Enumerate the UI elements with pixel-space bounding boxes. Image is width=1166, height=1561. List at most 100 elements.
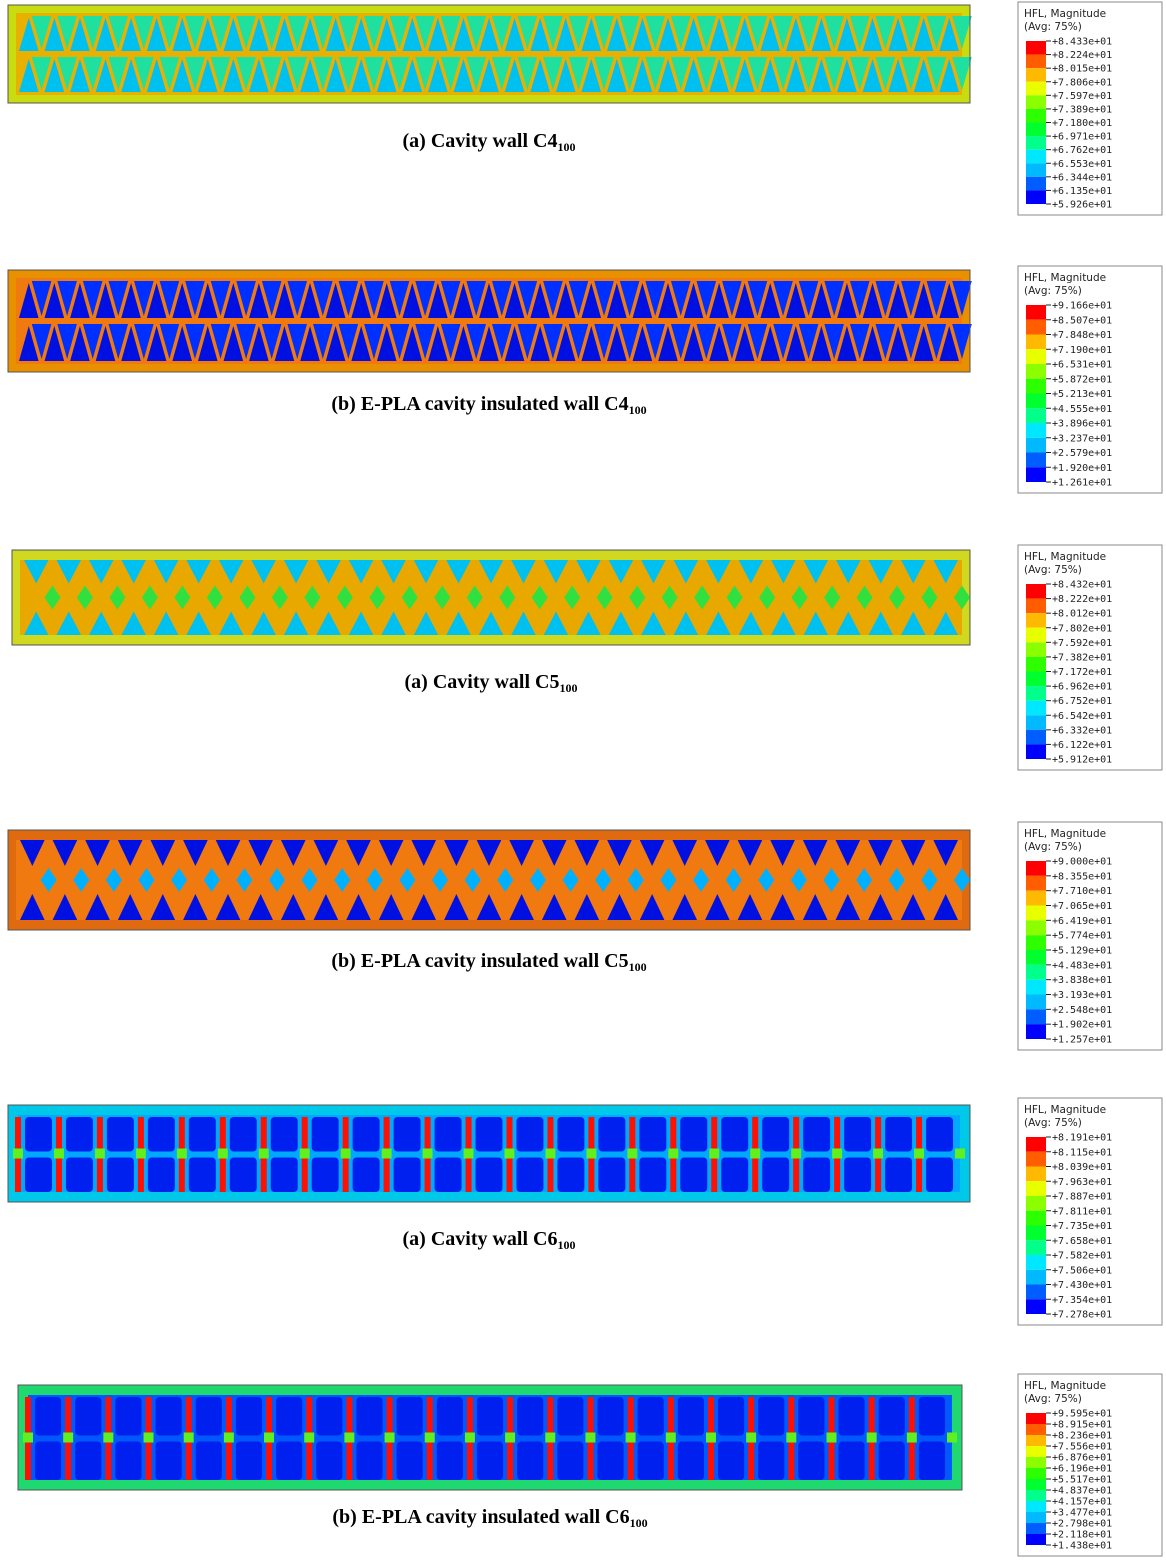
cell — [581, 283, 602, 318]
legend-band — [1026, 994, 1046, 1010]
cell — [543, 16, 563, 49]
legend-label: +1.438e+01 — [1052, 1541, 1112, 1552]
cell — [954, 868, 970, 892]
legend: HFL, Magnitude(Avg: 75%) +8.432e+01 +8.222… — [1017, 544, 1163, 771]
legend-band — [1026, 467, 1046, 482]
cell — [108, 281, 129, 316]
cell — [504, 18, 525, 51]
cell — [705, 894, 730, 920]
legend-label: +7.065e+01 — [1052, 901, 1112, 912]
cell — [428, 18, 448, 51]
cell — [146, 283, 167, 318]
cell — [215, 840, 241, 866]
caption-text: (b) E-PLA cavity insulated wall C6 — [332, 1506, 629, 1528]
web — [667, 1441, 674, 1480]
cell — [153, 560, 179, 584]
cell — [210, 324, 231, 359]
cell — [117, 894, 143, 920]
cell — [619, 281, 640, 316]
legend-label: +8.355e+01 — [1052, 871, 1112, 882]
cell — [215, 894, 241, 920]
legend-band — [1026, 979, 1046, 995]
cell — [105, 868, 122, 892]
cell — [734, 326, 755, 361]
cell — [683, 326, 704, 361]
cell — [595, 868, 612, 892]
cell — [639, 1117, 667, 1152]
web — [426, 1441, 433, 1480]
cell — [856, 585, 873, 610]
cell — [888, 868, 905, 892]
cell — [885, 1157, 913, 1192]
cell — [722, 324, 742, 359]
web — [670, 1117, 677, 1152]
cell — [619, 57, 640, 90]
cell — [492, 324, 512, 359]
cell — [434, 1157, 462, 1192]
cell — [336, 585, 353, 610]
web — [219, 1117, 226, 1152]
node — [955, 1148, 965, 1159]
legend-band — [1026, 1225, 1046, 1241]
web — [342, 1157, 349, 1192]
legend-subtitle: (Avg: 75%) — [1024, 21, 1082, 33]
cell — [351, 18, 371, 51]
cell — [415, 324, 435, 359]
legend-band — [1026, 1413, 1046, 1424]
cell — [153, 611, 179, 635]
legend-band — [1026, 1523, 1046, 1534]
legend-band — [1026, 54, 1046, 69]
cell — [106, 1157, 134, 1192]
web — [547, 1117, 554, 1152]
web — [875, 1157, 882, 1192]
legend-label: +8.236e+01 — [1052, 1431, 1112, 1442]
legend-band — [1026, 378, 1046, 394]
legend-band — [1026, 1196, 1046, 1211]
cell — [773, 281, 793, 316]
legend-band — [1026, 95, 1046, 109]
cell — [639, 894, 665, 920]
legend-label: +7.811e+01 — [1052, 1206, 1112, 1217]
cell — [274, 59, 295, 92]
node — [258, 1148, 269, 1159]
cell — [926, 1157, 953, 1192]
cell — [888, 283, 908, 318]
web — [225, 1441, 232, 1480]
cell — [381, 560, 406, 584]
legend-band — [1026, 408, 1046, 423]
legend-band — [1026, 1166, 1046, 1182]
cell — [274, 18, 295, 51]
cell — [280, 840, 306, 866]
web — [868, 1397, 875, 1436]
legend-band — [1026, 875, 1046, 891]
web — [506, 1117, 513, 1152]
legend-label: +7.848e+01 — [1052, 330, 1112, 341]
legend-band — [1026, 190, 1046, 204]
cell — [543, 324, 563, 359]
cell — [249, 59, 269, 92]
node — [746, 1432, 757, 1443]
cell — [24, 560, 49, 584]
cell — [52, 840, 78, 866]
cell — [287, 57, 308, 90]
cell — [85, 840, 110, 866]
cell — [791, 585, 808, 610]
node — [381, 1148, 392, 1159]
node — [906, 1432, 917, 1443]
cell — [517, 281, 538, 316]
cell — [760, 283, 781, 318]
cell — [497, 868, 514, 892]
legend-label: +7.710e+01 — [1052, 886, 1112, 897]
cell — [641, 611, 666, 635]
cell — [280, 894, 306, 920]
cell — [174, 585, 191, 610]
node — [422, 1148, 433, 1159]
cell — [568, 324, 589, 359]
legend-label: +2.548e+01 — [1052, 1005, 1112, 1016]
cell — [338, 281, 359, 316]
legend-band — [1026, 715, 1046, 730]
node — [176, 1148, 187, 1159]
legend-title: HFL, Magnitude — [1024, 272, 1106, 284]
web — [670, 1157, 677, 1192]
web — [25, 1397, 31, 1436]
